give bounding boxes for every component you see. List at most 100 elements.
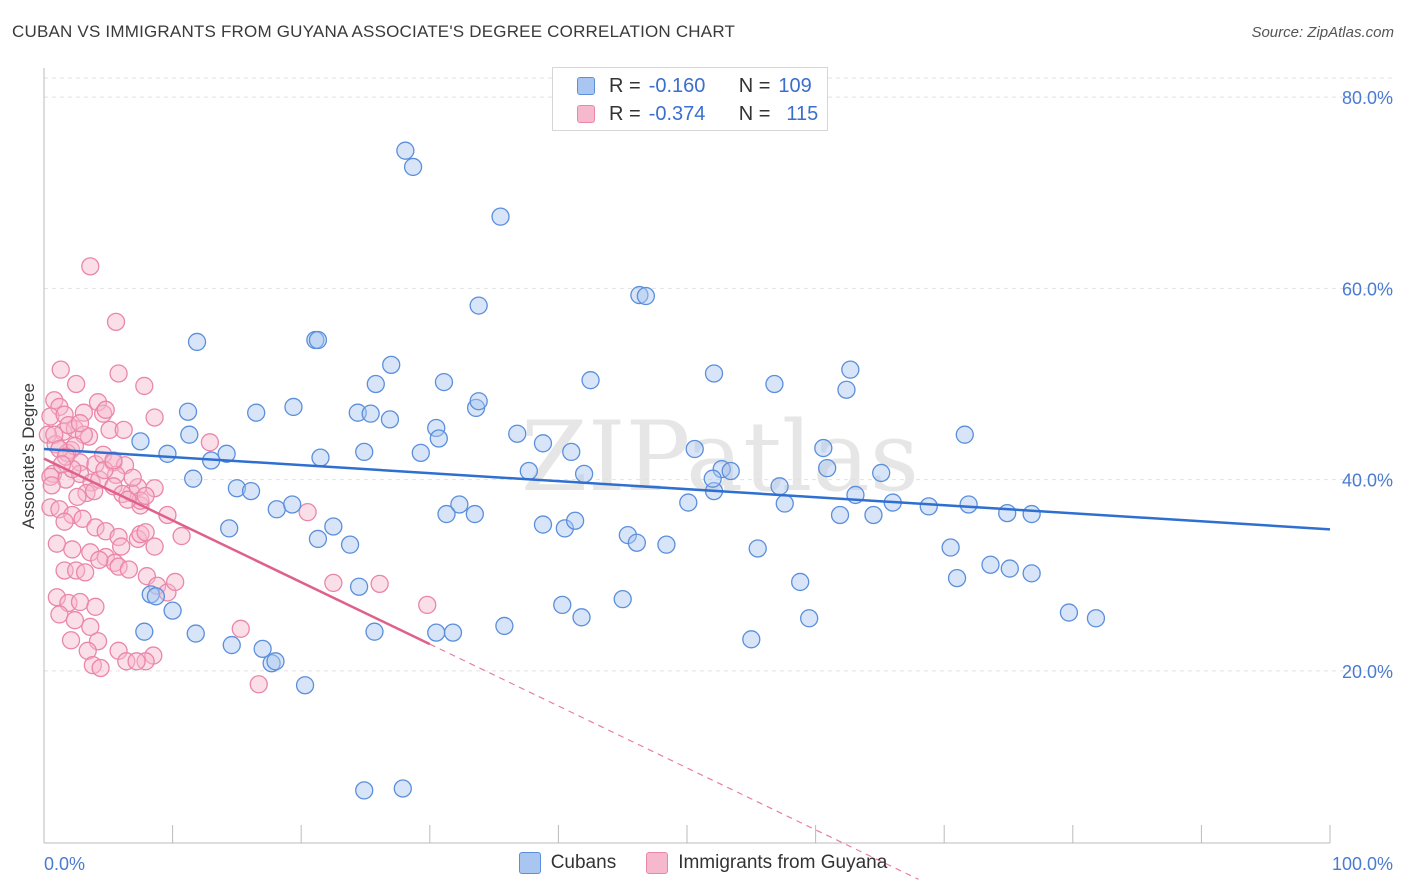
- guyana-point: [70, 592, 90, 612]
- guyana-point: [51, 360, 70, 379]
- guyana-point: [81, 257, 100, 276]
- guyana-point: [50, 605, 69, 624]
- correlation-legend: R = -0.160 N = 109 R = -0.374 N = 115: [552, 67, 828, 131]
- cubans-point: [565, 511, 585, 530]
- cubans-point: [469, 392, 488, 411]
- cubans-point: [437, 504, 456, 524]
- cubans-point: [574, 464, 594, 484]
- y-tick-label: 60.0%: [1342, 279, 1393, 299]
- guyana-point: [109, 557, 128, 576]
- guyana-point: [370, 574, 389, 594]
- cubans-point: [657, 535, 676, 554]
- y-tick-label: 40.0%: [1342, 471, 1393, 491]
- guyana-point: [231, 619, 250, 638]
- cubans-point: [919, 497, 938, 516]
- tick-labels: 20.0% 40.0% 60.0% 80.0% 0.0% 100.0%: [44, 88, 1393, 874]
- cubans-point: [562, 442, 581, 462]
- trend-lines: [43, 447, 1331, 880]
- guyana-point: [106, 312, 126, 331]
- cubans-point: [613, 590, 632, 609]
- cubans-swatch-icon: [577, 77, 595, 95]
- cubans-point: [146, 587, 166, 606]
- guyana-point: [68, 487, 87, 506]
- series-cubans-points: [131, 141, 1106, 800]
- cubans-point: [227, 479, 247, 498]
- cubans-point: [187, 332, 207, 352]
- guyana-point: [298, 502, 317, 522]
- cubans-point: [217, 444, 236, 463]
- guyana-point: [76, 563, 95, 582]
- guyana-point: [117, 652, 136, 671]
- guyana-point: [104, 451, 123, 470]
- cubans-point: [284, 397, 303, 417]
- cubans-point: [429, 429, 448, 448]
- r-value: -0.160: [648, 74, 706, 97]
- cubans-point: [158, 444, 177, 463]
- legend-row-guyana: R = -0.374 N = 115: [577, 100, 818, 128]
- cubans-point: [630, 285, 649, 305]
- cubans-point: [581, 371, 600, 390]
- cubans-point: [872, 463, 891, 483]
- cubans-point: [355, 781, 374, 800]
- guyana-point: [249, 675, 268, 694]
- cubans-point: [981, 555, 1000, 574]
- cubans-point: [1000, 559, 1019, 578]
- cubans-point: [349, 577, 369, 596]
- cubans-point: [1022, 564, 1041, 583]
- cubans-point: [636, 286, 655, 306]
- y-tick-label: 20.0%: [1342, 662, 1393, 682]
- cubans-trend-line: [43, 447, 1331, 531]
- cubans-point: [955, 425, 974, 444]
- guyana-point: [114, 420, 133, 440]
- legend-label-guyana: Immigrants from Guyana: [678, 852, 888, 873]
- cubans-point: [366, 374, 385, 394]
- guyana-point: [47, 534, 67, 553]
- guyana-point: [418, 595, 437, 615]
- guyana-point: [94, 445, 113, 464]
- cubans-point: [241, 481, 261, 501]
- guyana-point: [86, 597, 105, 616]
- cubans-point: [283, 495, 302, 514]
- cubans-point: [533, 515, 553, 534]
- cubans-point: [841, 360, 860, 379]
- cubans-point: [434, 372, 454, 392]
- y-axis-label: Associate's Degree: [19, 383, 38, 529]
- guyana-point: [63, 540, 82, 559]
- cubans-point: [361, 404, 380, 423]
- cubans-point: [495, 616, 514, 636]
- cubans-point: [508, 424, 527, 443]
- n-label: N =: [738, 74, 771, 97]
- y-tick-label: 80.0%: [1342, 88, 1393, 108]
- legend-row-cubans: R = -0.160 N = 109: [577, 72, 812, 100]
- guyana-point: [67, 561, 86, 580]
- guyana-point: [86, 518, 105, 537]
- cubans-point: [267, 500, 286, 519]
- guyana-point: [166, 572, 185, 592]
- cubans-point: [947, 568, 967, 588]
- cubans-point: [721, 461, 740, 481]
- cubans-point: [770, 477, 789, 496]
- cubans-point: [572, 608, 591, 627]
- guyana-point: [109, 364, 128, 383]
- cubans-point: [253, 639, 272, 659]
- guyana-point: [81, 617, 100, 637]
- n-label: N =: [738, 102, 771, 125]
- guyana-point: [70, 414, 90, 433]
- cubans-point: [403, 157, 423, 177]
- cubans-point: [519, 461, 538, 481]
- cubans-point: [553, 595, 572, 615]
- cubans-point: [184, 469, 203, 488]
- guyana-point: [172, 526, 191, 546]
- cubans-point: [627, 533, 646, 552]
- cubans-point: [469, 296, 488, 315]
- cubans-point: [308, 529, 328, 549]
- cubans-point: [742, 630, 761, 649]
- cubans-point: [396, 141, 415, 160]
- n-value: 109: [778, 74, 812, 97]
- cubans-point: [533, 434, 553, 453]
- x-tick-label: 0.0%: [44, 854, 85, 874]
- cubans-point: [220, 519, 239, 538]
- guyana-point: [135, 376, 154, 396]
- cubans-point: [222, 635, 241, 655]
